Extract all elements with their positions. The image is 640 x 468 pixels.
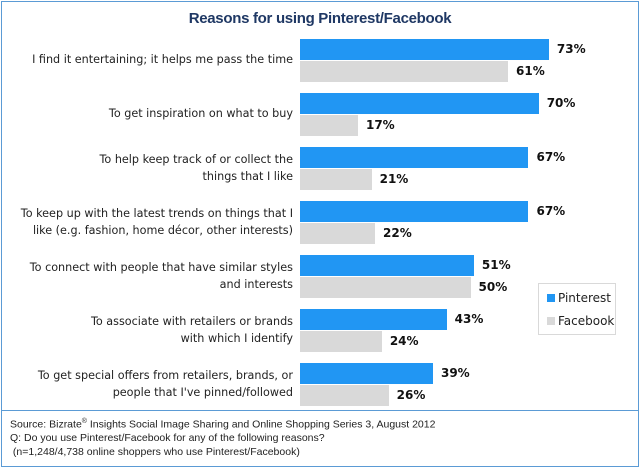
- value-label-pinterest: 70%: [546, 96, 576, 110]
- question-line: Q: Do you use Pinterest/Facebook for any…: [10, 432, 325, 444]
- category-label: To associate with retailers or brands wit…: [90, 315, 293, 345]
- bar-pinterest: [300, 309, 447, 330]
- bar-pinterest: [300, 201, 529, 222]
- bar-facebook: [300, 115, 358, 136]
- value-label-facebook: 50%: [478, 280, 508, 294]
- value-label-facebook: 21%: [379, 172, 409, 186]
- legend: Pinterest Facebook: [538, 283, 616, 335]
- bar-facebook: [300, 223, 376, 244]
- value-label-facebook: 26%: [396, 388, 426, 402]
- bar-pinterest: [300, 39, 549, 60]
- footer-box: [1, 410, 639, 467]
- sample-line: (n=1,248/4,738 online shoppers who use P…: [10, 445, 300, 458]
- legend-item-facebook: Facebook: [547, 314, 614, 328]
- bar-pinterest: [300, 147, 529, 168]
- legend-item-pinterest: Pinterest: [547, 291, 611, 305]
- value-label-pinterest: 73%: [556, 42, 586, 56]
- category-label: To connect with people that have similar…: [29, 261, 293, 291]
- bar-facebook: [300, 277, 471, 298]
- bar-pinterest: [300, 255, 474, 276]
- value-label-facebook: 24%: [389, 334, 419, 348]
- category-label: I find it entertaining; it helps me pass…: [32, 53, 293, 66]
- bar-pinterest: [300, 93, 539, 114]
- bar-facebook: [300, 331, 382, 352]
- category-label: To get inspiration on what to buy: [108, 107, 293, 120]
- value-label-pinterest: 67%: [536, 204, 566, 218]
- value-label-pinterest: 67%: [536, 150, 566, 164]
- value-label-pinterest: 51%: [481, 258, 511, 272]
- bar-facebook: [300, 169, 372, 190]
- footer-notes: Source: Bizrate® Insights Social Image S…: [10, 415, 435, 459]
- category-label: To keep up with the latest trends on thi…: [20, 207, 293, 237]
- bar-facebook: [300, 385, 389, 406]
- bar-facebook: [300, 61, 508, 82]
- chart-title: Reasons for using Pinterest/Facebook: [188, 10, 452, 27]
- value-label-pinterest: 43%: [454, 312, 484, 326]
- value-label-pinterest: 39%: [440, 366, 470, 380]
- legend-label: Pinterest: [558, 291, 612, 305]
- chart-frame: [1, 1, 639, 410]
- value-label-facebook: 17%: [365, 118, 395, 132]
- value-label-facebook: 22%: [383, 226, 412, 240]
- source-line: Source: Bizrate® Insights Social Image S…: [10, 418, 436, 431]
- category-label: To help keep track of or collect the thin…: [99, 153, 294, 183]
- pinterest-swatch-icon: [547, 294, 555, 302]
- category-label: To get special offers from retailers, br…: [37, 369, 293, 399]
- bar-pinterest: [300, 363, 433, 384]
- facebook-swatch-icon: [547, 317, 555, 325]
- legend-label: Facebook: [558, 314, 615, 328]
- value-label-facebook: 61%: [516, 64, 545, 78]
